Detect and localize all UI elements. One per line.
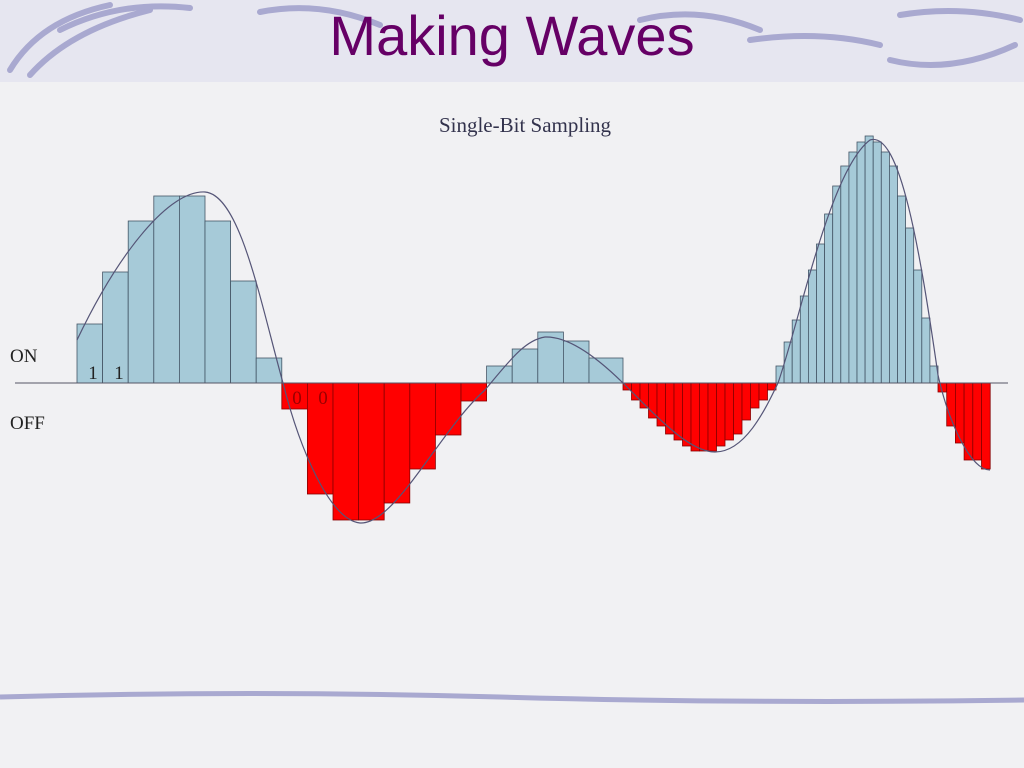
sample-bar bbox=[832, 185, 842, 384]
swirl bbox=[897, 8, 1023, 23]
sample-bar bbox=[409, 382, 436, 470]
footer-line bbox=[0, 691, 1024, 704]
sample-bar bbox=[733, 382, 743, 435]
bit-label: 1 bbox=[88, 363, 98, 384]
sample-bar bbox=[889, 165, 898, 384]
sample-bar bbox=[665, 382, 675, 435]
sample-bar bbox=[699, 382, 709, 452]
sample-bar bbox=[741, 382, 751, 421]
sample-bar bbox=[758, 382, 768, 401]
sample-bar bbox=[716, 382, 726, 447]
sample-bar bbox=[724, 382, 734, 441]
sample-bar bbox=[563, 340, 590, 384]
sample-bar bbox=[750, 382, 760, 409]
sample-bar bbox=[358, 382, 385, 521]
sample-bar bbox=[981, 382, 991, 470]
subtitle: Single-Bit Sampling bbox=[439, 113, 612, 137]
swirl bbox=[747, 33, 883, 48]
sample-bar bbox=[511, 348, 539, 384]
sample-bar bbox=[872, 141, 882, 384]
sample-bar bbox=[255, 357, 283, 384]
sample-bar bbox=[972, 382, 982, 461]
swirl bbox=[57, 3, 193, 33]
sample-bar bbox=[880, 151, 890, 384]
sample-bar bbox=[856, 141, 866, 384]
sample-bar bbox=[127, 220, 155, 384]
sample-bar bbox=[707, 382, 717, 452]
swirl bbox=[7, 2, 113, 73]
swirl bbox=[257, 5, 383, 28]
sample-bar bbox=[230, 280, 257, 384]
sample-bar bbox=[486, 365, 513, 384]
bit-label: 0 bbox=[292, 388, 302, 409]
swirl bbox=[637, 11, 763, 33]
sample-bar bbox=[588, 357, 624, 384]
bit-label: 1 bbox=[114, 363, 124, 384]
sample-bar bbox=[824, 213, 834, 384]
sample-bar bbox=[631, 382, 641, 401]
sample-bar bbox=[383, 382, 411, 504]
sample-bar bbox=[840, 165, 850, 384]
sample-bar bbox=[434, 382, 462, 436]
swirls bbox=[7, 2, 1023, 78]
bit-label: 0 bbox=[318, 388, 328, 409]
swirl bbox=[887, 42, 1018, 68]
sample-bar bbox=[913, 269, 923, 384]
sample-bar bbox=[76, 323, 104, 384]
swirl bbox=[27, 7, 153, 78]
sample-bar bbox=[178, 195, 206, 384]
sample-bar bbox=[799, 295, 809, 384]
sample-bar bbox=[791, 319, 801, 384]
sample-bar bbox=[332, 382, 360, 521]
sample-bar bbox=[673, 382, 683, 441]
title: Making Waves bbox=[329, 4, 694, 67]
sample-bar bbox=[921, 317, 931, 384]
sample-bar bbox=[955, 382, 965, 444]
sample-bar bbox=[656, 382, 666, 427]
sample-bar bbox=[816, 243, 826, 384]
off-label: OFF bbox=[10, 413, 45, 434]
sample-bar bbox=[682, 382, 692, 447]
sample-bar bbox=[537, 331, 564, 384]
sample-bar bbox=[864, 135, 874, 384]
sample-bar bbox=[204, 220, 232, 384]
sample-bar bbox=[690, 382, 700, 452]
sample-bar bbox=[905, 227, 915, 384]
sample-bar bbox=[848, 151, 858, 384]
sample-bar bbox=[153, 195, 180, 384]
sample-bar bbox=[808, 269, 817, 384]
sample-bar bbox=[897, 195, 907, 384]
on-label: ON bbox=[10, 346, 38, 367]
wave bbox=[76, 138, 991, 524]
